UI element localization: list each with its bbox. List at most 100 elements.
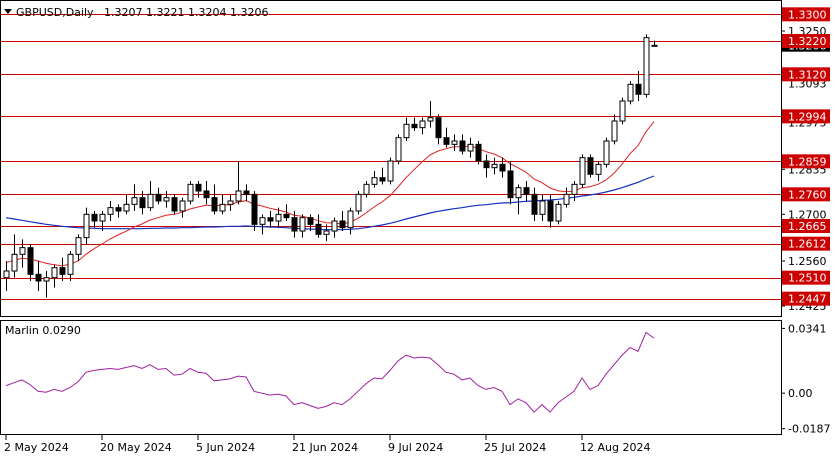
candle-body-bull — [299, 217, 306, 232]
candle-10 — [83, 207, 90, 245]
candlesticks — [3, 34, 658, 298]
candle-body-bear — [243, 190, 250, 195]
candle-38 — [307, 214, 314, 231]
candle-body-bull — [363, 183, 370, 195]
level-tag-7 — [782, 236, 830, 251]
candle-body-bull — [19, 247, 26, 255]
candle-body-bull — [187, 183, 194, 202]
candle-body-bull — [331, 220, 338, 232]
candle-2 — [19, 239, 26, 268]
candle-body-bear — [91, 213, 98, 222]
candle-52 — [419, 117, 426, 135]
candle-body-bull — [99, 213, 106, 222]
candle-body-bear — [211, 197, 218, 212]
level-tag-9 — [782, 291, 830, 306]
candle-65 — [523, 181, 530, 201]
candle-body-bear — [139, 197, 146, 209]
candle-body-bear — [291, 217, 298, 232]
candle-60 — [483, 154, 490, 178]
candle-body-bear — [307, 217, 314, 225]
level-tag-label: 1.3300 — [788, 8, 827, 21]
candle-26 — [211, 184, 218, 215]
level-tag-label: 1.2859 — [788, 155, 827, 168]
candle-46 — [371, 171, 378, 188]
time-tick-label: 2 May 2024 — [4, 441, 69, 454]
candle-body-bull — [467, 143, 474, 152]
candle-49 — [395, 134, 402, 165]
candle-43 — [347, 207, 354, 235]
candle-body-bull — [563, 193, 570, 205]
candle-9 — [75, 234, 82, 261]
candle-body-bear — [115, 207, 122, 212]
time-tick-label: 5 Jun 2024 — [196, 441, 255, 454]
candle-body-bull — [515, 187, 522, 199]
time-tick-label: 12 Aug 2024 — [580, 441, 650, 454]
level-tag-label: 1.2612 — [788, 238, 827, 251]
candle-body-bear — [35, 273, 42, 282]
oscillator-line — [5, 331, 655, 413]
candle-body-bull — [643, 37, 650, 95]
candle-body-bull — [355, 193, 362, 212]
candle-20 — [163, 191, 170, 208]
candle-body-bull — [427, 117, 434, 122]
candle-body-bull — [259, 217, 266, 225]
candle-64 — [515, 184, 522, 215]
candle-body-bull — [75, 237, 82, 255]
candle-body-bear — [339, 220, 346, 229]
candle-77 — [619, 97, 626, 125]
candle-3 — [27, 244, 34, 281]
candle-body-bear — [499, 163, 506, 172]
candle-30 — [243, 184, 250, 201]
candle-22 — [179, 197, 186, 218]
candle-body-bear — [547, 200, 554, 222]
level-tag-label: 1.2510 — [788, 272, 827, 285]
time-tick-label: 9 Jul 2024 — [388, 441, 443, 454]
candle-body-bull — [347, 210, 354, 229]
candle-body-bull — [451, 140, 458, 145]
candle-69 — [555, 201, 562, 225]
candle-23 — [187, 181, 194, 205]
candle-body-bull — [395, 137, 402, 162]
candle-58 — [467, 137, 474, 158]
candle-body-bull — [43, 277, 50, 282]
candle-63 — [507, 161, 514, 205]
candle-body-bull — [219, 203, 226, 212]
candle-body-bull — [619, 100, 626, 122]
candle-body-bear — [411, 123, 418, 129]
candle-31 — [251, 191, 258, 231]
moving-average-fast — [5, 121, 655, 267]
candle-body-bull — [627, 83, 634, 102]
candle-13 — [107, 201, 114, 221]
candle-66 — [531, 187, 538, 221]
time-tick-label: 21 Jun 2024 — [292, 441, 358, 454]
candle-41 — [331, 217, 338, 238]
level-tag-label: 1.2760 — [788, 188, 827, 201]
candle-50 — [403, 117, 410, 141]
symbol-label: GBPUSD,Daily — [16, 6, 94, 19]
candle-78 — [627, 81, 634, 105]
candle-80 — [643, 34, 650, 98]
candle-79 — [635, 71, 642, 101]
indicator-panel[interactable] — [0, 320, 782, 435]
candle-body-bull — [403, 123, 410, 139]
candle-body-bull — [323, 230, 330, 235]
level-tag-label: 1.2665 — [788, 220, 827, 233]
candle-body-bear — [283, 213, 290, 219]
candle-42 — [339, 211, 346, 231]
indicator-tick-label: 0.0341 — [788, 322, 827, 335]
candle-body-bear — [651, 44, 658, 47]
chart-menu-triangle-icon[interactable] — [4, 9, 12, 14]
oscillator-polyline — [5, 331, 655, 413]
candle-73 — [587, 154, 594, 178]
candle-18 — [147, 181, 154, 211]
candle-39 — [315, 214, 322, 238]
candle-body-bear — [315, 223, 322, 235]
candle-body-bull — [147, 193, 154, 209]
indicator-tick-label: 0.00 — [788, 387, 813, 400]
level-tag-label: 1.3120 — [788, 68, 827, 81]
candle-body-bear — [155, 193, 162, 202]
candle-body-bear — [443, 137, 450, 145]
candle-body-bear — [459, 140, 466, 152]
candle-67 — [539, 194, 546, 221]
